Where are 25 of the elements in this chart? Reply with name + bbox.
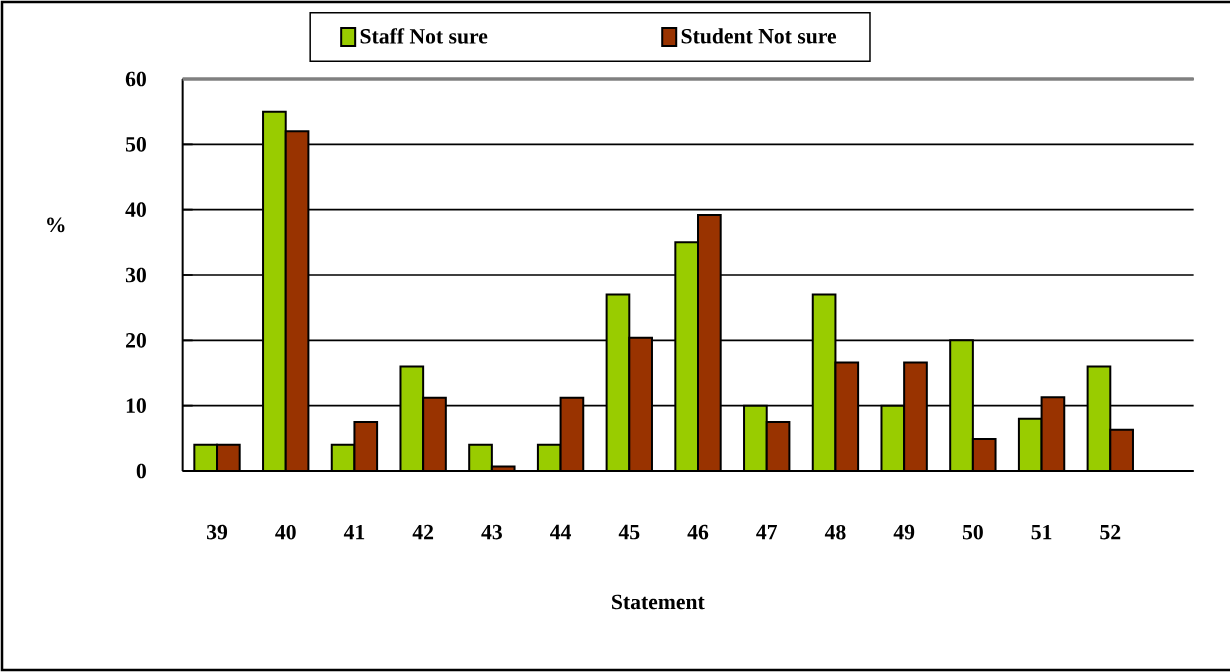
y-tick-label: 20 xyxy=(126,333,146,348)
y-axis-title: % xyxy=(47,217,65,233)
x-tick-label: 49 xyxy=(893,524,915,540)
y-tick-label: 50 xyxy=(125,137,146,152)
legend-label: Student Not sure xyxy=(681,28,837,44)
y-tick-label: 30 xyxy=(125,267,146,283)
x-tick-label: 50 xyxy=(962,524,983,540)
x-tick-label: 40 xyxy=(275,524,296,540)
x-tick-label: 48 xyxy=(824,524,846,540)
x-tick-label: 43 xyxy=(481,524,502,540)
x-tick-label: 52 xyxy=(1100,524,1121,540)
legend-label: Staff Not sure xyxy=(360,28,488,44)
x-tick-label: 42 xyxy=(412,524,434,540)
x-axis-title: Statement xyxy=(612,594,705,610)
x-tick-label: 45 xyxy=(618,524,640,540)
y-tick-label: 40 xyxy=(125,202,146,217)
y-tick-label: 0 xyxy=(136,463,146,479)
y-tick-label: 60 xyxy=(125,71,146,87)
x-tick-label: 44 xyxy=(550,524,572,540)
x-tick-label: 41 xyxy=(343,524,365,540)
y-tick-label: 10 xyxy=(126,398,146,413)
x-tick-label: 47 xyxy=(756,524,778,540)
x-tick-label: 46 xyxy=(687,524,709,540)
x-tick-label: 39 xyxy=(206,524,228,540)
x-tick-label: 51 xyxy=(1031,524,1052,540)
